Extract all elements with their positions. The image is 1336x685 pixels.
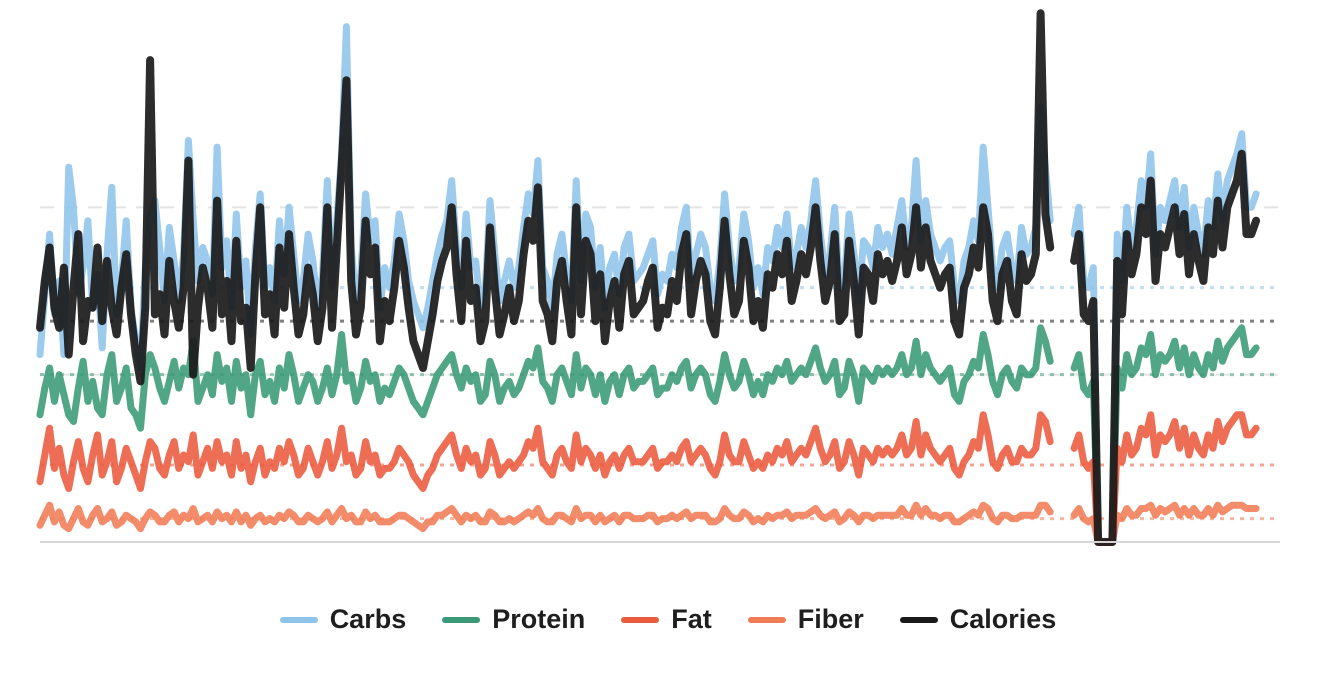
series-line-protein-0: [36, 324, 1054, 432]
series-line-fat-0: [36, 411, 1054, 492]
legend-label-fat: Fat: [671, 604, 712, 634]
series-lines: [36, 9, 1261, 546]
legend-item-calories[interactable]: Calories: [899, 604, 1057, 635]
legend-swatch-carbs: [279, 616, 318, 623]
legend-swatch-fat: [621, 616, 660, 623]
series-line-calories-0: [36, 9, 1055, 386]
legend-swatch-fiber: [747, 616, 786, 623]
legend-swatch-calories: [899, 616, 938, 623]
legend: Carbs Protein Fat Fiber Calories: [0, 604, 1336, 635]
legend-label-protein: Protein: [492, 604, 586, 634]
legend-item-fat[interactable]: Fat: [621, 604, 712, 635]
legend-label-calories: Calories: [949, 604, 1057, 634]
legend-item-carbs[interactable]: Carbs: [279, 604, 407, 635]
legend-label-fiber: Fiber: [797, 604, 864, 634]
legend-item-fiber[interactable]: Fiber: [747, 604, 864, 635]
legend-swatch-protein: [442, 616, 481, 623]
legend-label-carbs: Carbs: [329, 604, 407, 634]
legend-item-protein[interactable]: Protein: [442, 604, 585, 635]
series-line-fiber-0: [36, 501, 1054, 533]
